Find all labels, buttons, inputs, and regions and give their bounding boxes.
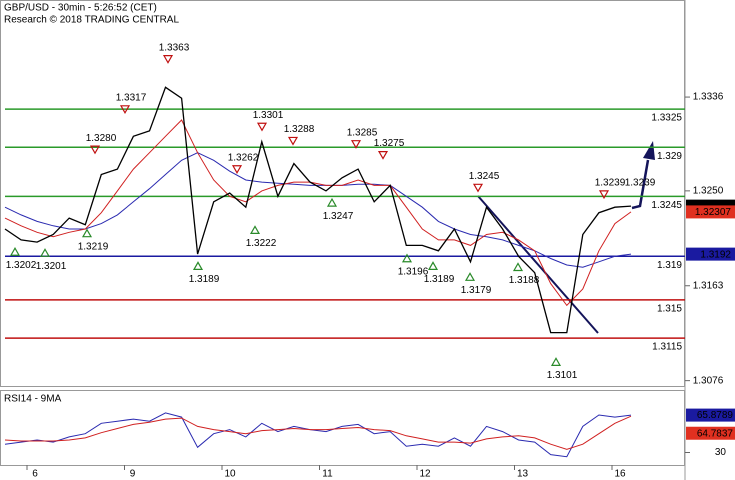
low-marker	[512, 262, 524, 272]
series-line	[4, 119, 632, 307]
high-marker	[89, 145, 101, 155]
level-label: 1.3245	[651, 200, 682, 211]
high-marker	[231, 165, 243, 174]
annotation-label: 1.3219	[78, 241, 109, 252]
level-label: 1.3325	[651, 113, 682, 124]
y-tick-label: 1.3250	[693, 186, 724, 197]
price-tag	[686, 205, 735, 219]
rsi-y-tick-label: 30	[715, 447, 727, 458]
annotation-label: 1.3280	[86, 133, 117, 144]
high-marker	[377, 150, 389, 160]
arrow-head	[643, 141, 655, 160]
low-marker	[550, 357, 562, 366]
low-marker	[9, 247, 21, 256]
rsi-tag	[686, 408, 735, 422]
high-marker	[472, 183, 484, 193]
price-panel-frame	[0, 0, 685, 387]
annotation-label: 1.3288	[284, 124, 315, 135]
x-tick-label: 13	[517, 469, 529, 480]
x-tick-label: 9	[130, 469, 136, 480]
y-tick-label: 1.3076	[693, 375, 724, 386]
high-marker	[287, 136, 299, 146]
annotation-label: 1.3188	[509, 275, 540, 286]
high-marker	[350, 140, 362, 149]
level-label: 1.3115	[652, 342, 682, 353]
chart-title: GBP/USD - 30min - 5:26:52 (CET)	[4, 3, 157, 14]
series-line	[4, 412, 632, 458]
annotation-label: 1.3245	[469, 171, 500, 182]
annotation-label: 1.3189	[189, 274, 220, 285]
level-label: 1.319	[657, 260, 682, 271]
annotation-label: 1.3101	[547, 370, 578, 381]
high-marker	[256, 122, 268, 132]
high-marker	[598, 190, 610, 200]
annotation-label: 1.3363	[159, 42, 190, 53]
series-line	[4, 415, 632, 450]
annotation-label: 1.3317	[116, 92, 147, 103]
annotation-label: 1.3222	[246, 238, 277, 249]
low-marker	[326, 197, 338, 207]
annotation-label: 1.3202	[6, 260, 37, 271]
annotation-label: 1.3196	[398, 266, 429, 277]
x-tick-label: 10	[224, 469, 236, 480]
price-tag-label: 1.32307	[695, 207, 732, 218]
low-marker	[192, 261, 204, 270]
x-tick-label: 12	[419, 469, 431, 480]
projection-arrow	[631, 159, 650, 210]
annotation-label: 1.3262	[228, 152, 259, 163]
x-tick-label: 16	[614, 469, 626, 480]
price-tag	[686, 247, 735, 261]
annotation-label: 1.3285	[347, 127, 378, 138]
high-marker	[119, 105, 131, 114]
rsi-tag-label: 65.8789	[697, 410, 734, 421]
annotation-label: 1.3201	[36, 261, 67, 272]
level-label: 1.329	[657, 151, 682, 162]
low-marker	[464, 272, 476, 281]
low-marker	[39, 248, 51, 257]
low-marker	[81, 228, 93, 238]
y-tick-label: 1.3163	[693, 280, 724, 291]
annotation-label: 1.3239	[595, 178, 626, 189]
annotation-label: 1.3275	[374, 138, 405, 149]
annotation-label: 1.3239	[625, 178, 656, 189]
rsi-tag-label: 64.7837	[697, 428, 734, 439]
annotation-label: 1.3301	[253, 110, 284, 121]
x-tick-label: 11	[322, 469, 333, 480]
rsi-title: RSI14 - 9MA	[4, 394, 62, 405]
rsi-tag	[686, 426, 735, 440]
low-marker	[427, 261, 439, 270]
series-line	[4, 152, 632, 268]
high-marker	[162, 55, 174, 64]
annotation-label: 1.3189	[424, 274, 455, 285]
chart-subtitle: Research © 2018 TRADING CENTRAL	[4, 15, 179, 26]
annotation-label: 1.3247	[323, 211, 354, 222]
low-marker	[401, 253, 413, 263]
low-marker	[249, 225, 261, 235]
x-tick-label: 6	[32, 469, 38, 480]
y-tick-label: 1.3336	[693, 92, 724, 103]
level-label: 1.315	[657, 304, 682, 315]
trend-line	[477, 195, 599, 334]
series-line	[4, 86, 632, 334]
price-tag-label: 1.3192	[700, 249, 731, 260]
annotation-label: 1.3179	[461, 285, 492, 296]
